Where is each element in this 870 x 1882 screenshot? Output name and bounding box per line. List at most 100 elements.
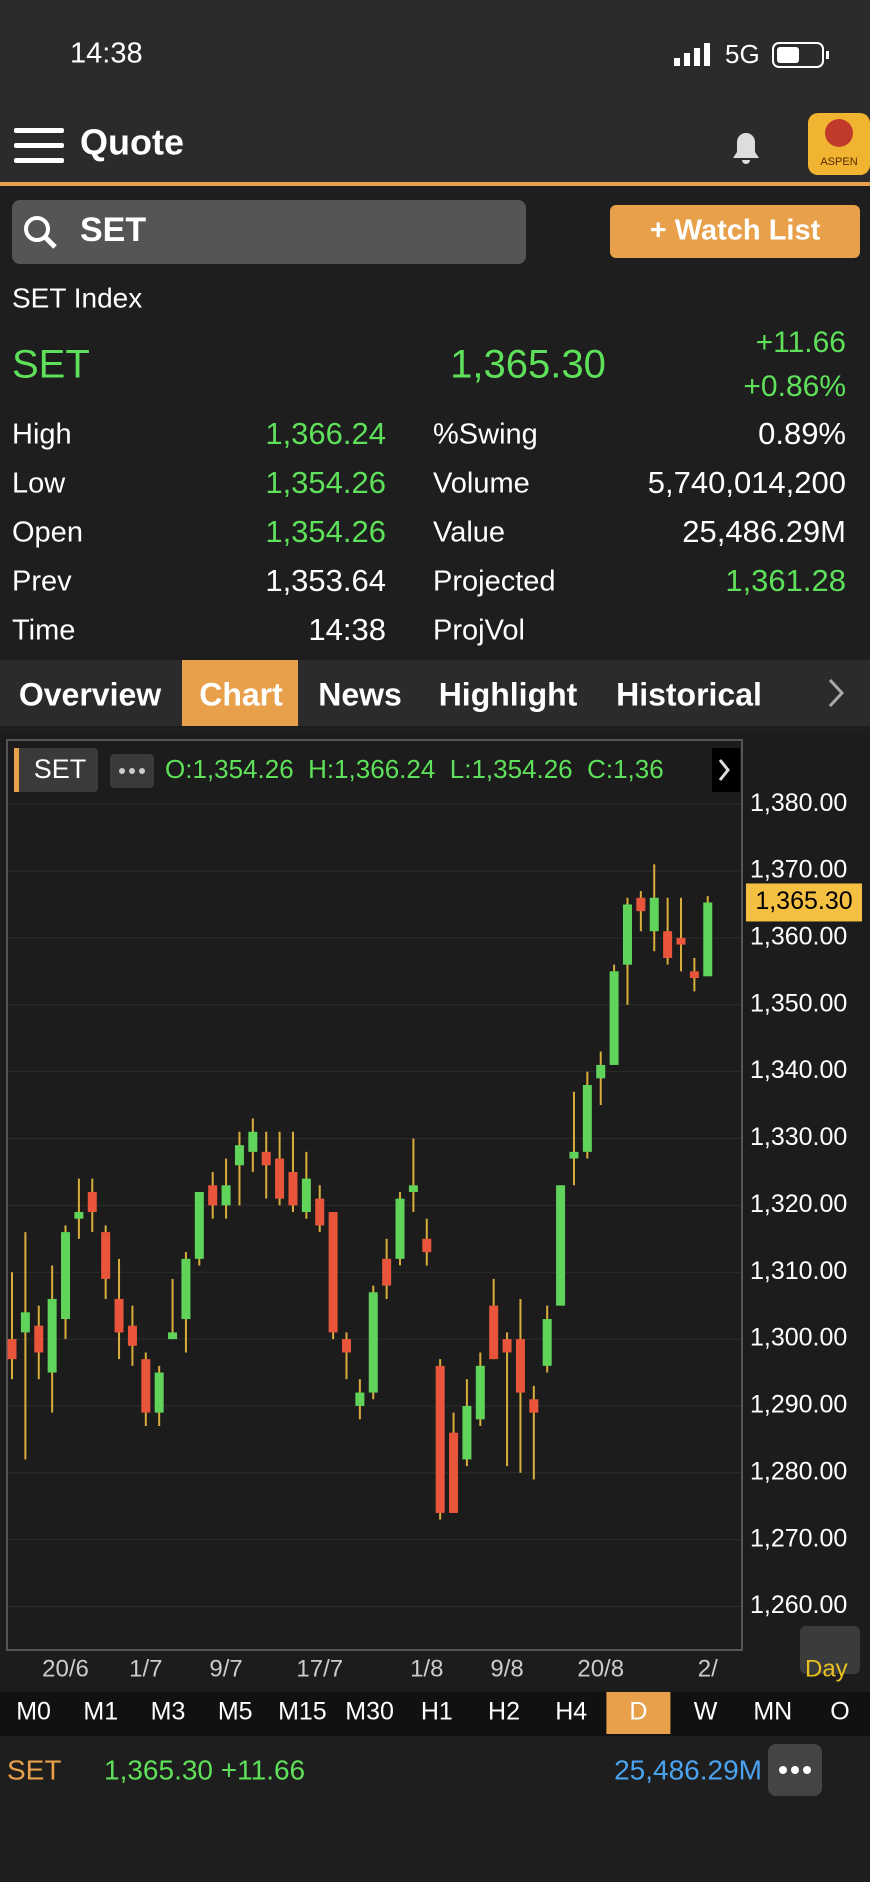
period-label[interactable]: O bbox=[830, 1698, 849, 1726]
footer bbox=[0, 1736, 870, 1882]
candle-body bbox=[168, 1332, 178, 1340]
stat-label: Volume bbox=[433, 468, 530, 500]
symbol-tag bbox=[14, 748, 98, 792]
tab[interactable] bbox=[182, 660, 298, 726]
search-box[interactable] bbox=[12, 200, 526, 264]
chart: 1,260.00 1,270.00 1,280.00 1,290.00 1,300.00… bbox=[7, 789, 862, 1682]
candle-body bbox=[676, 937, 686, 945]
period-label[interactable]: H2 bbox=[488, 1698, 520, 1726]
header-underline bbox=[0, 182, 870, 186]
candle-body bbox=[342, 1339, 351, 1353]
period-label[interactable]: D bbox=[629, 1698, 647, 1726]
y-tick-label: 1,360.00 bbox=[750, 923, 847, 951]
candle-body bbox=[489, 1305, 499, 1360]
candle-body bbox=[328, 1212, 338, 1333]
quote-symbol: SET bbox=[12, 343, 90, 387]
stat-value: 14:38 bbox=[308, 612, 386, 647]
candle-body bbox=[47, 1298, 57, 1373]
stat-value: 1,354.26 bbox=[265, 514, 386, 549]
tab[interactable] bbox=[596, 660, 780, 726]
ohlc-arrow[interactable] bbox=[718, 759, 730, 781]
candle-body bbox=[703, 902, 713, 977]
candle-body bbox=[422, 1238, 432, 1253]
period-label[interactable]: M0 bbox=[16, 1698, 51, 1726]
x-tick-label: 17/7 bbox=[296, 1655, 343, 1682]
plot-area bbox=[6, 739, 743, 1651]
symbol-tag-label: SET bbox=[34, 754, 87, 784]
period-label[interactable]: H4 bbox=[555, 1698, 587, 1726]
candle-body bbox=[87, 1191, 97, 1213]
price-tag bbox=[746, 883, 862, 922]
tab[interactable] bbox=[300, 660, 418, 726]
stat-label: Prev bbox=[12, 566, 72, 598]
candle-body bbox=[475, 1365, 485, 1420]
period-label: Day bbox=[805, 1655, 848, 1682]
x-tick-label: 2/ bbox=[698, 1655, 718, 1682]
footer-symbol: SET bbox=[7, 1754, 61, 1785]
tabs-arrow[interactable] bbox=[828, 678, 845, 708]
period-label[interactable]: M3 bbox=[151, 1698, 186, 1726]
period-label[interactable]: H1 bbox=[421, 1698, 453, 1726]
candle-body bbox=[556, 1185, 566, 1306]
candle-body bbox=[368, 1292, 378, 1393]
stat-label: Open bbox=[12, 517, 83, 549]
top-bar bbox=[0, 0, 870, 184]
ohlc-arrow-bg bbox=[712, 748, 740, 792]
period-label[interactable]: M1 bbox=[83, 1698, 118, 1726]
period-label[interactable]: W bbox=[694, 1698, 718, 1726]
period-label[interactable]: M30 bbox=[345, 1698, 394, 1726]
tab[interactable] bbox=[0, 660, 178, 726]
candle-body bbox=[515, 1339, 525, 1393]
stat-value: 0.89% bbox=[758, 416, 846, 451]
fullscreen-button[interactable] bbox=[800, 1626, 860, 1674]
candle-body bbox=[288, 1171, 298, 1206]
candle-body bbox=[315, 1198, 325, 1226]
bell-icon[interactable] bbox=[733, 133, 759, 164]
period-label[interactable]: M15 bbox=[278, 1698, 327, 1726]
stat-label: ProjVol bbox=[433, 615, 525, 647]
y-tick-label: 1,350.00 bbox=[750, 989, 847, 1017]
more-dots bbox=[119, 768, 145, 774]
candle-body bbox=[248, 1131, 258, 1152]
y-tick-label: 1,370.00 bbox=[750, 856, 847, 884]
y-tick-label: 1,290.00 bbox=[750, 1391, 847, 1419]
period-label[interactable]: MN bbox=[753, 1698, 792, 1726]
stat-label: Projected bbox=[433, 566, 556, 598]
periods: M0 M1 M3 M5 M15 M30 H1 H2 H4 D W MN O bbox=[16, 1692, 850, 1734]
menu-button[interactable] bbox=[14, 128, 64, 163]
y-tick-label: 1,340.00 bbox=[750, 1056, 847, 1084]
stat-value: 5,740,014,200 bbox=[648, 465, 846, 500]
candle-body bbox=[596, 1064, 606, 1079]
period-label[interactable]: M5 bbox=[218, 1698, 253, 1726]
stat-value: 1,354.26 bbox=[265, 465, 386, 500]
candle-body bbox=[114, 1298, 124, 1333]
search-query: SET bbox=[80, 211, 146, 249]
watch-list-label: + Watch List bbox=[650, 215, 821, 247]
tab[interactable] bbox=[420, 660, 594, 726]
x-tick-label: 9/8 bbox=[490, 1655, 523, 1682]
ohlc-text: O:1,354.26 H:1,366.24 L:1,354.26 C:1,36 bbox=[165, 754, 664, 784]
y-tick-label: 1,310.00 bbox=[750, 1257, 847, 1285]
tab-label: News bbox=[318, 676, 402, 712]
stat-value: 1,353.64 bbox=[265, 563, 386, 598]
stat-value: 25,486.29M bbox=[682, 514, 846, 549]
battery-icon bbox=[772, 42, 829, 68]
network: 5G bbox=[725, 39, 760, 69]
quote-change-pct: +0.86% bbox=[743, 370, 846, 403]
x-tick-label: 20/8 bbox=[577, 1655, 624, 1682]
candle-body bbox=[435, 1365, 445, 1513]
stat-label: Low bbox=[12, 468, 66, 500]
y-tick-label: 1,270.00 bbox=[750, 1524, 847, 1552]
quote-change: +11.66 bbox=[756, 326, 846, 359]
candle-body bbox=[221, 1185, 231, 1206]
period-active bbox=[606, 1692, 671, 1734]
candle-body bbox=[154, 1372, 164, 1413]
candle-body bbox=[689, 971, 699, 979]
stat-label: Time bbox=[12, 615, 75, 647]
watch-list-button[interactable] bbox=[610, 205, 860, 258]
candle-body bbox=[7, 1339, 17, 1360]
footer-quote: 1,365.30 +11.66 bbox=[104, 1754, 305, 1785]
candle-body bbox=[181, 1258, 191, 1320]
candle-body bbox=[101, 1232, 111, 1279]
